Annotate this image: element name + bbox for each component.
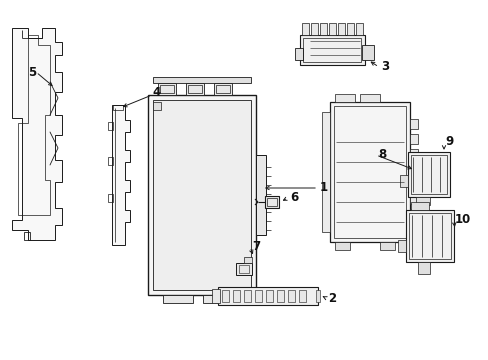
Bar (108, 122, 113, 130)
Bar (409, 164, 417, 174)
Bar (239, 265, 248, 273)
Bar (187, 85, 202, 93)
Bar (334, 94, 354, 102)
Bar (409, 179, 417, 189)
Text: 3: 3 (380, 60, 388, 73)
Bar (321, 112, 329, 232)
Bar (397, 240, 405, 252)
Text: 6: 6 (289, 192, 298, 204)
Bar (417, 262, 429, 274)
Bar (334, 242, 349, 250)
Bar (315, 290, 319, 302)
Bar (409, 119, 417, 129)
Text: 4: 4 (152, 85, 160, 99)
Bar (359, 94, 379, 102)
Bar (405, 210, 453, 262)
Bar (244, 290, 250, 302)
Bar (158, 83, 176, 95)
Bar (244, 257, 251, 263)
Bar (355, 23, 362, 35)
Bar (163, 295, 193, 303)
Text: 2: 2 (327, 292, 335, 305)
Text: 7: 7 (251, 240, 260, 253)
Bar (214, 83, 231, 95)
Bar (408, 213, 450, 259)
Bar (256, 155, 265, 235)
Bar (409, 134, 417, 144)
Bar (303, 38, 360, 62)
Bar (410, 155, 446, 194)
Polygon shape (112, 105, 130, 245)
Bar (265, 290, 272, 302)
Bar (218, 287, 317, 305)
Bar (415, 197, 429, 205)
Bar (113, 105, 123, 110)
Bar (337, 23, 345, 35)
Bar (254, 290, 262, 302)
Bar (310, 23, 317, 35)
Text: 1: 1 (319, 181, 327, 194)
Bar (276, 290, 284, 302)
Bar (298, 290, 305, 302)
Bar (287, 290, 294, 302)
Bar (153, 100, 250, 290)
Bar (222, 290, 228, 302)
Bar (346, 23, 353, 35)
Bar (216, 85, 229, 93)
Bar (236, 263, 251, 275)
Bar (409, 209, 417, 219)
Text: 8: 8 (377, 148, 386, 162)
Bar (266, 198, 276, 206)
Bar (153, 77, 250, 83)
Bar (361, 45, 373, 60)
Bar (302, 23, 308, 35)
Bar (409, 194, 417, 204)
Bar (333, 106, 405, 238)
Bar (148, 95, 256, 295)
Bar (329, 102, 409, 242)
Bar (409, 224, 417, 234)
Bar (203, 295, 232, 303)
Bar (24, 232, 30, 240)
Bar (212, 289, 220, 303)
Bar (108, 194, 113, 202)
Bar (232, 290, 240, 302)
Bar (410, 202, 428, 210)
Bar (409, 149, 417, 159)
Bar (108, 157, 113, 165)
Bar (319, 23, 326, 35)
Bar (407, 152, 449, 197)
Bar (299, 35, 364, 65)
Text: 10: 10 (454, 213, 470, 226)
Bar (160, 85, 174, 93)
Bar (153, 102, 161, 110)
Text: 5: 5 (28, 66, 36, 78)
Bar (294, 48, 303, 60)
Bar (399, 175, 407, 187)
Text: 9: 9 (444, 135, 452, 148)
Bar (379, 242, 394, 250)
Bar (185, 83, 203, 95)
Bar (328, 23, 335, 35)
Polygon shape (12, 28, 62, 240)
Bar (264, 196, 279, 208)
